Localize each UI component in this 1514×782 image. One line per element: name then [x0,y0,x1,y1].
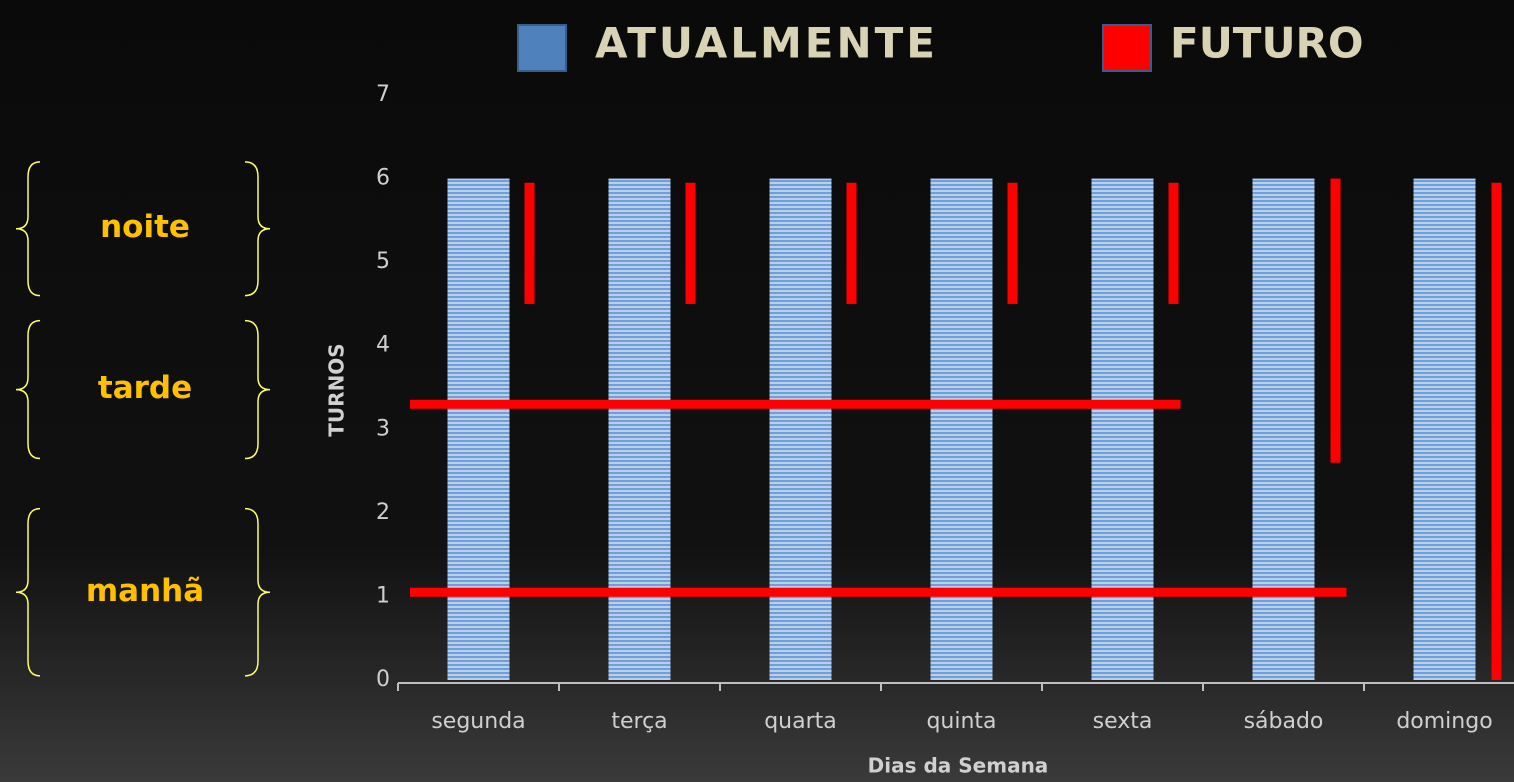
y-axis-title: TURNOS [325,343,349,436]
future-range [1168,182,1179,304]
brace [15,161,271,297]
x-tick-label: segunda [431,709,525,734]
y-tick-label: 7 [376,82,390,107]
legend-label: ATUALMENTE [595,19,938,68]
annotation-label: noite [100,209,190,245]
bar [1413,178,1476,681]
brace [15,319,271,460]
future-range [846,182,857,304]
y-tick-label: 1 [376,583,390,608]
y-tick-label: 2 [376,500,390,525]
x-tick-label: quarta [764,709,837,734]
bar [1252,178,1315,681]
annotation-label: manhã [86,573,204,609]
future-range [524,182,535,304]
legend-label: FUTURO [1170,19,1364,68]
y-tick-label: 5 [376,249,390,274]
brace [15,507,271,677]
future-range [685,182,696,304]
y-tick-label: 4 [376,333,390,358]
y-tick-label: 6 [376,166,390,191]
future-range [1330,178,1341,463]
annotation-label: tarde [98,370,192,406]
y-tick-label: 3 [376,416,390,441]
future-range [1007,182,1018,304]
bar [608,178,671,681]
x-tick-label: terça [611,709,667,734]
bar [930,178,993,681]
legend-swatch [1102,24,1152,72]
legend-swatch [517,24,567,72]
bar [1091,178,1154,681]
x-axis-title: Dias da Semana [868,754,1049,778]
future-range [1491,182,1502,680]
x-tick-label: sexta [1093,709,1153,734]
bar [769,178,832,681]
x-tick-label: quinta [926,709,996,734]
x-tick-label: domingo [1396,709,1492,734]
x-tick-label: sábado [1244,709,1324,734]
y-tick-label: 0 [376,667,390,692]
bar [447,178,510,681]
